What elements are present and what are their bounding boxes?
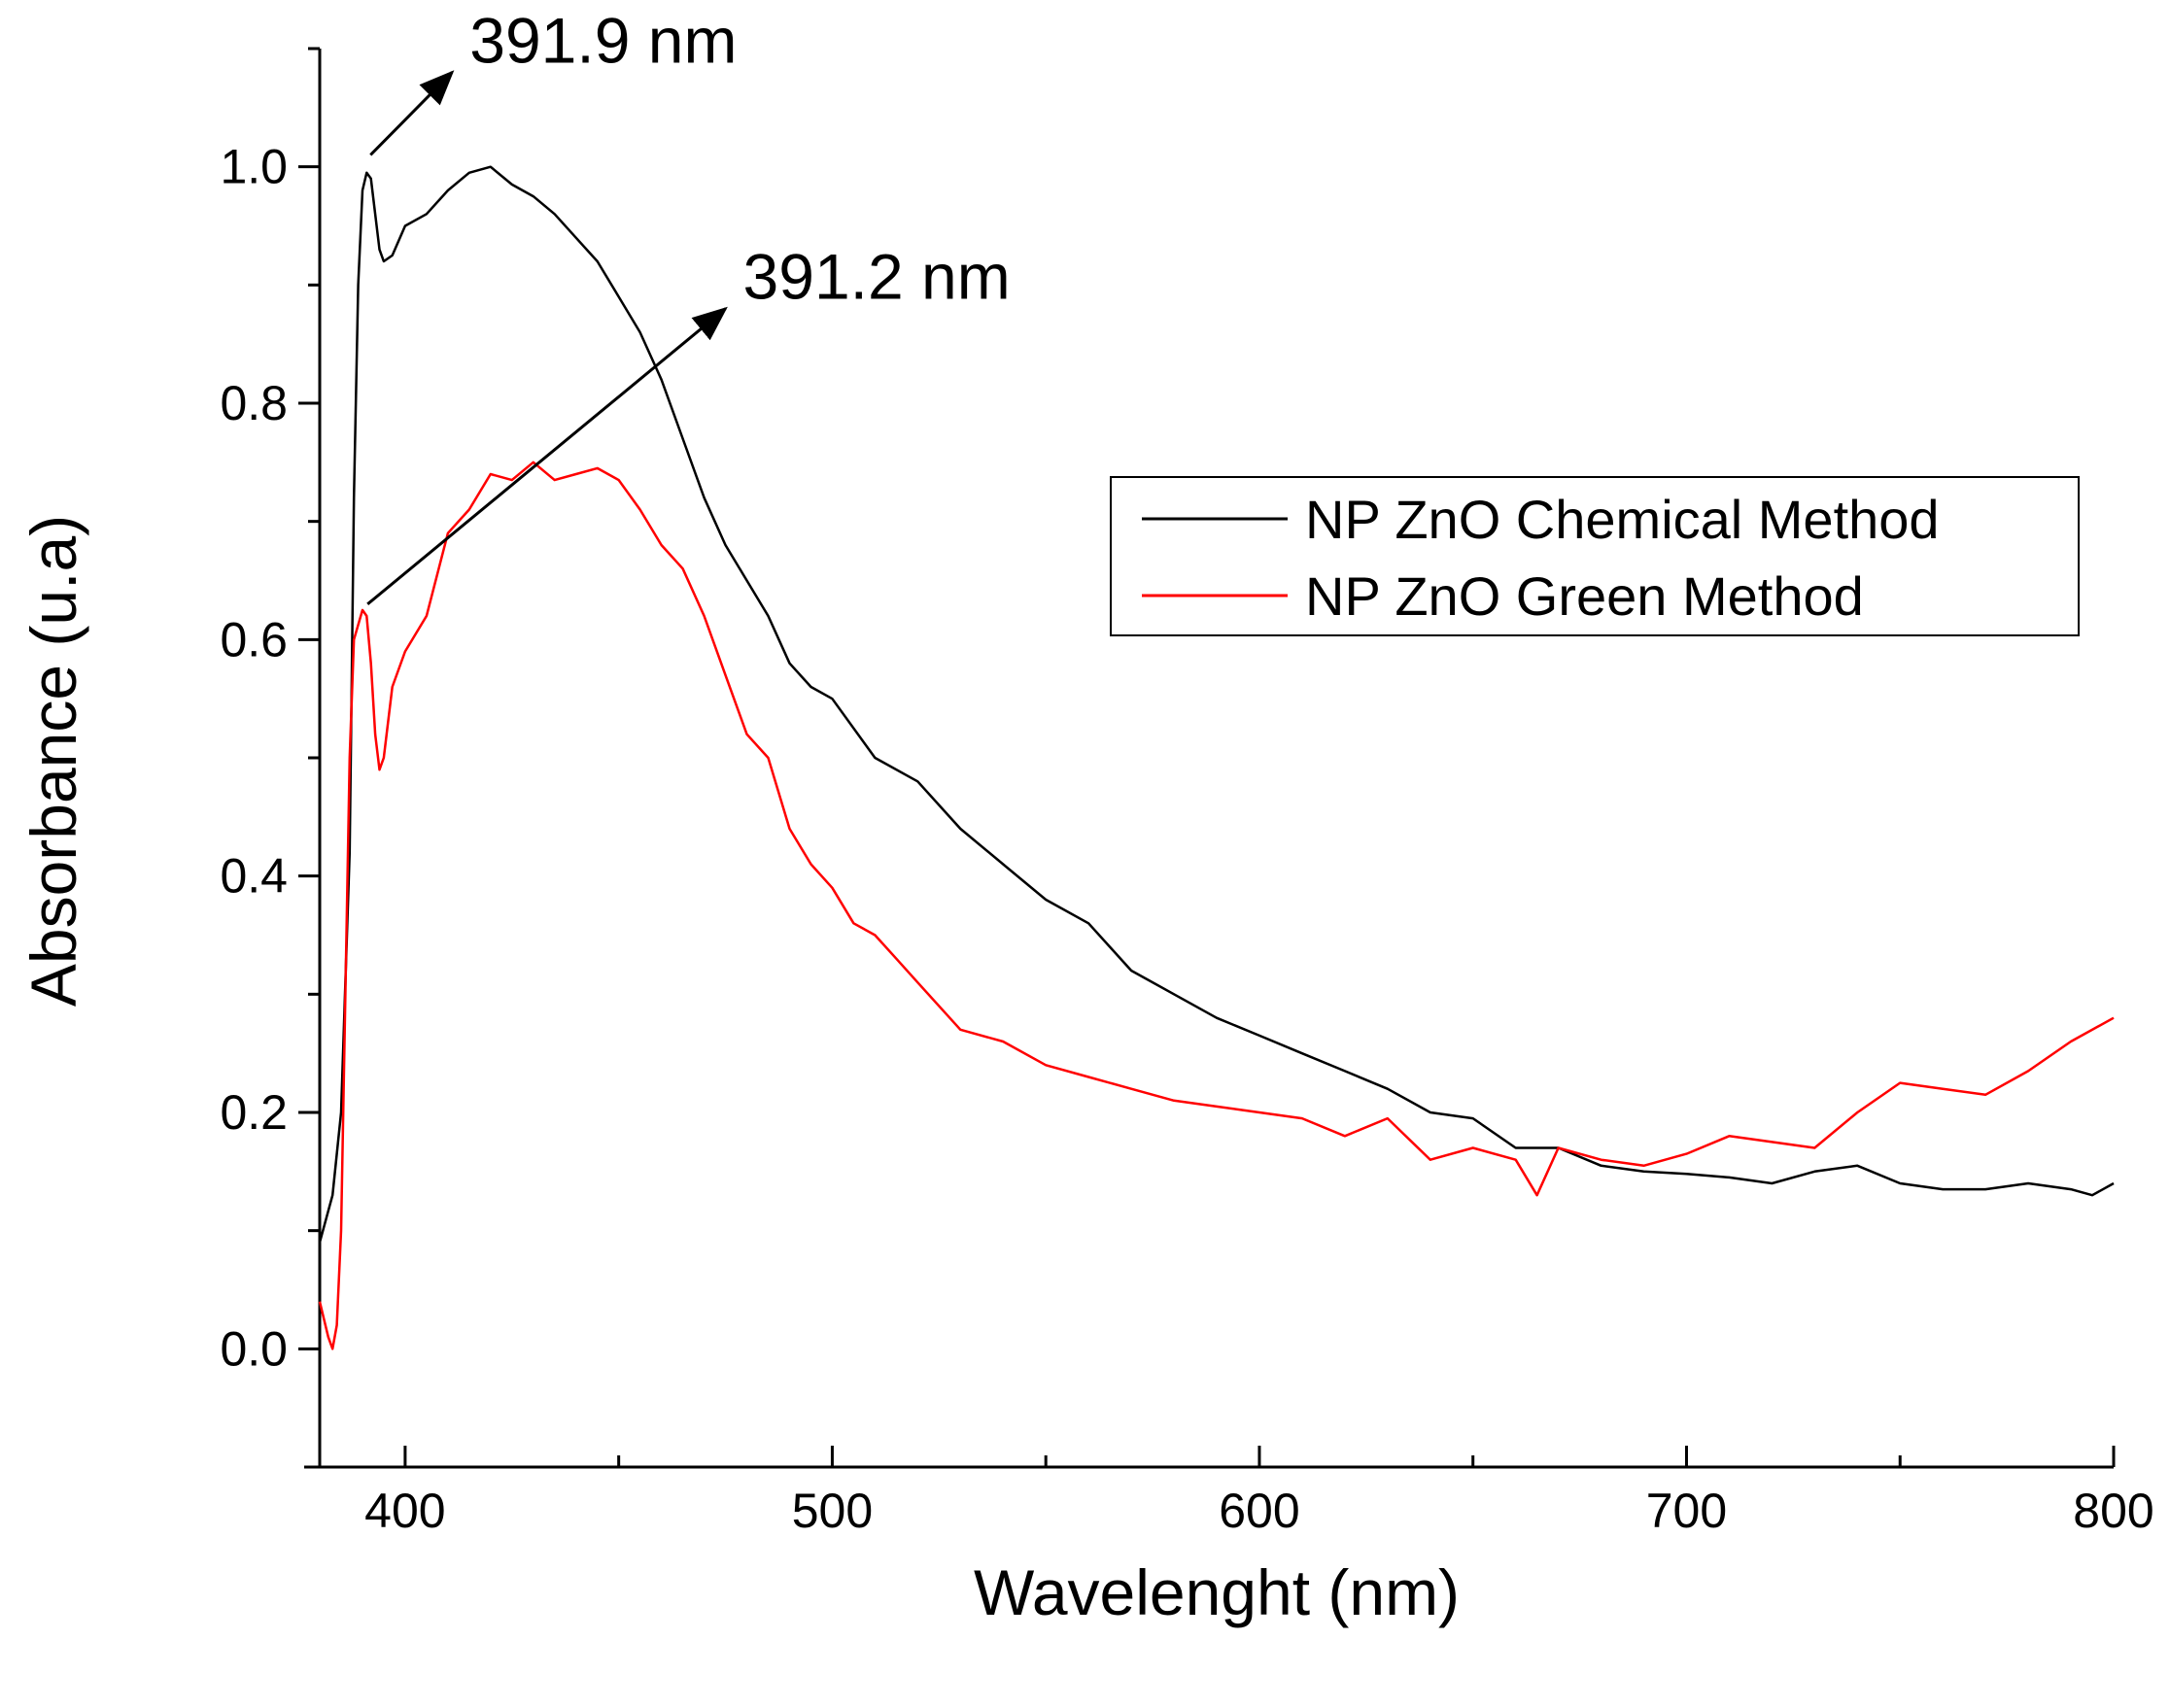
series-line-chemical [318, 165, 2115, 1244]
y-tick-label: 0.6 [220, 612, 288, 666]
y-tick-label: 0.4 [220, 849, 288, 904]
x-tick-label: 600 [1219, 1484, 1299, 1538]
annotation-label: 391.9 nm [469, 4, 737, 76]
legend-box [1110, 476, 2080, 636]
y-tick-label: 1.0 [220, 140, 288, 194]
y-axis-title: Absorbance (u.a) [17, 515, 89, 1007]
legend-label-chemical: NP ZnO Chemical Method [1305, 489, 1940, 550]
annotation-arrow [369, 70, 455, 156]
y-tick-label: 0.0 [220, 1321, 288, 1376]
y-tick-label: 0.2 [220, 1085, 288, 1140]
annotation-label: 391.2 nm [743, 241, 1011, 313]
x-axis-title: Wavelenght (nm) [974, 1556, 1460, 1628]
annotation-arrow [366, 306, 728, 605]
x-tick-label: 700 [1646, 1484, 1727, 1538]
legend-label-green: NP ZnO Green Method [1305, 565, 1864, 627]
legend: NP ZnO Chemical Method NP ZnO Green Meth… [1110, 476, 2080, 636]
x-tick-label: 800 [2073, 1484, 2153, 1538]
x-tick-label: 500 [792, 1484, 873, 1538]
x-tick-label: 400 [364, 1484, 445, 1538]
y-tick-label: 0.8 [220, 376, 288, 430]
series-line-green [318, 461, 2115, 1350]
